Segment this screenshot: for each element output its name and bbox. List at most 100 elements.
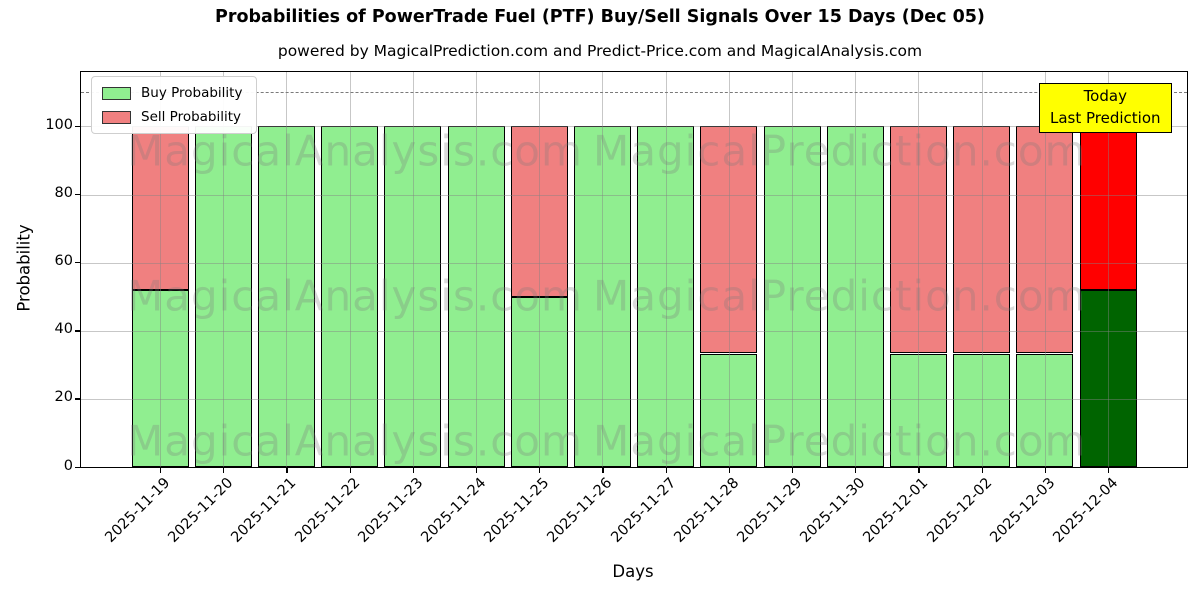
x-tick-label: 2025-11-22 [291, 475, 363, 546]
today-annotation: Today Last Prediction [1039, 83, 1172, 133]
x-tick-label: 2025-11-28 [671, 475, 743, 546]
y-tick-label: 100 [45, 116, 73, 133]
bar-buy-segment [321, 126, 379, 467]
bar-buy-segment [826, 126, 884, 467]
v-gridline [792, 72, 793, 467]
bar-sell-segment [510, 126, 568, 297]
x-tick-mark [223, 468, 225, 473]
x-tick-mark [665, 468, 667, 473]
y-tick-label: 60 [54, 253, 73, 270]
v-gridline [223, 72, 225, 467]
y-tick-label: 40 [54, 321, 73, 338]
y-tick-mark [75, 398, 81, 400]
x-tick-label: 2025-12-04 [1050, 475, 1122, 546]
y-tick-mark [75, 466, 81, 468]
plot-area: 0 20 40 60 80 100 MagicalAnalysis.com MagicalPr… [45, 71, 1188, 546]
x-tick-mark [539, 468, 541, 473]
watermark-text: MagicalPrediction.com [593, 271, 1087, 321]
bar-buy-segment [573, 126, 631, 467]
v-gridline [981, 72, 983, 467]
watermark-text: MagicalAnalysis.com [127, 416, 583, 466]
legend-swatch [102, 110, 131, 124]
bar-sell-segment [953, 126, 1011, 354]
y-tick-label: 80 [54, 185, 73, 202]
x-axis-title: Days [612, 562, 654, 581]
bar-buy-segment [763, 126, 821, 467]
h-gridline [81, 194, 1187, 196]
v-gridline [918, 72, 920, 467]
legend-item: Buy Probability [102, 85, 242, 101]
x-tick-mark [1044, 468, 1047, 473]
h-gridline [81, 398, 1187, 400]
bar-buy-segment [889, 353, 947, 467]
v-gridline [286, 72, 288, 467]
x-tick-mark [728, 468, 731, 473]
x-tick-label: 2025-12-01 [860, 475, 932, 546]
bar-buy-segment [1016, 353, 1074, 467]
bar-buy-segment [700, 353, 758, 467]
y-tick-mark [75, 125, 81, 128]
bar-sell-segment [1016, 126, 1074, 354]
legend-label: Buy Probability [141, 85, 243, 101]
y-tick-label: 0 [63, 457, 73, 474]
x-tick-mark [349, 468, 351, 473]
x-tick-mark [1108, 468, 1110, 473]
v-gridline [665, 72, 667, 467]
x-tick-mark [981, 468, 983, 473]
legend: Buy Probability Sell Probability [91, 76, 258, 134]
v-gridline [1108, 72, 1109, 467]
h-gridline [81, 330, 1187, 332]
bar-buy-segment [384, 126, 442, 467]
x-tick-mark [792, 468, 794, 473]
x-tick-label: 2025-11-25 [481, 475, 553, 546]
h-gridline [81, 262, 1187, 264]
bar-buy-segment [131, 289, 189, 467]
v-gridline [160, 72, 161, 467]
y-tick-mark [75, 330, 81, 332]
x-tick-mark [855, 468, 857, 473]
bar-sell-segment [700, 126, 758, 354]
y-tick-mark [75, 194, 81, 196]
x-tick-mark [918, 468, 920, 473]
x-tick-label: 2025-11-23 [355, 475, 427, 546]
x-tick-label: 2025-11-29 [734, 475, 806, 546]
bar-buy-segment [510, 296, 568, 467]
v-gridline [539, 72, 541, 467]
x-tick-label: 2025-11-26 [544, 475, 616, 546]
chart-subtitle: powered by MagicalPrediction.com and Pre… [277, 42, 923, 60]
legend-swatch [102, 86, 131, 100]
v-gridline [476, 72, 477, 467]
bar-buy-segment [1079, 289, 1137, 467]
y-tick-label: 20 [54, 389, 73, 406]
bar-sell-segment [131, 126, 189, 290]
bar-buy-segment [194, 126, 252, 467]
y-tick-mark [75, 262, 81, 264]
v-gridline [412, 72, 414, 467]
x-tick-label: 2025-12-03 [987, 475, 1059, 546]
x-tick-mark [286, 468, 288, 473]
v-gridline [1044, 72, 1046, 467]
watermark-text: MagicalPrediction.com [593, 416, 1087, 466]
x-tick-mark [602, 468, 604, 473]
x-tick-mark [160, 468, 162, 473]
bar-buy-segment [447, 126, 505, 467]
x-tick-label: 2025-11-30 [797, 475, 869, 546]
chart-title: Probabilities of PowerTrade Fuel (PTF) B… [215, 7, 985, 27]
x-tick-mark [412, 468, 415, 473]
x-tick-label: 2025-11-20 [165, 475, 237, 546]
h-gridline [81, 126, 1187, 128]
watermark-text: MagicalPrediction.com [593, 126, 1087, 176]
today-annotation-line1: Today [1083, 87, 1127, 105]
bar-buy-segment [257, 126, 315, 467]
watermark-text: MagicalAnalysis.com [127, 126, 583, 176]
bar-sell-segment [1079, 126, 1137, 290]
legend-item: Sell Probability [102, 109, 242, 125]
legend-label: Sell Probability [141, 109, 242, 125]
today-annotation-line2: Last Prediction [1050, 108, 1161, 127]
x-tick-label: 2025-11-24 [418, 475, 490, 546]
dashed-threshold-line [81, 92, 1187, 94]
bar-sell-segment [889, 126, 947, 354]
x-tick-label: 2025-11-19 [102, 475, 174, 546]
watermark-text: MagicalAnalysis.com [127, 271, 583, 321]
